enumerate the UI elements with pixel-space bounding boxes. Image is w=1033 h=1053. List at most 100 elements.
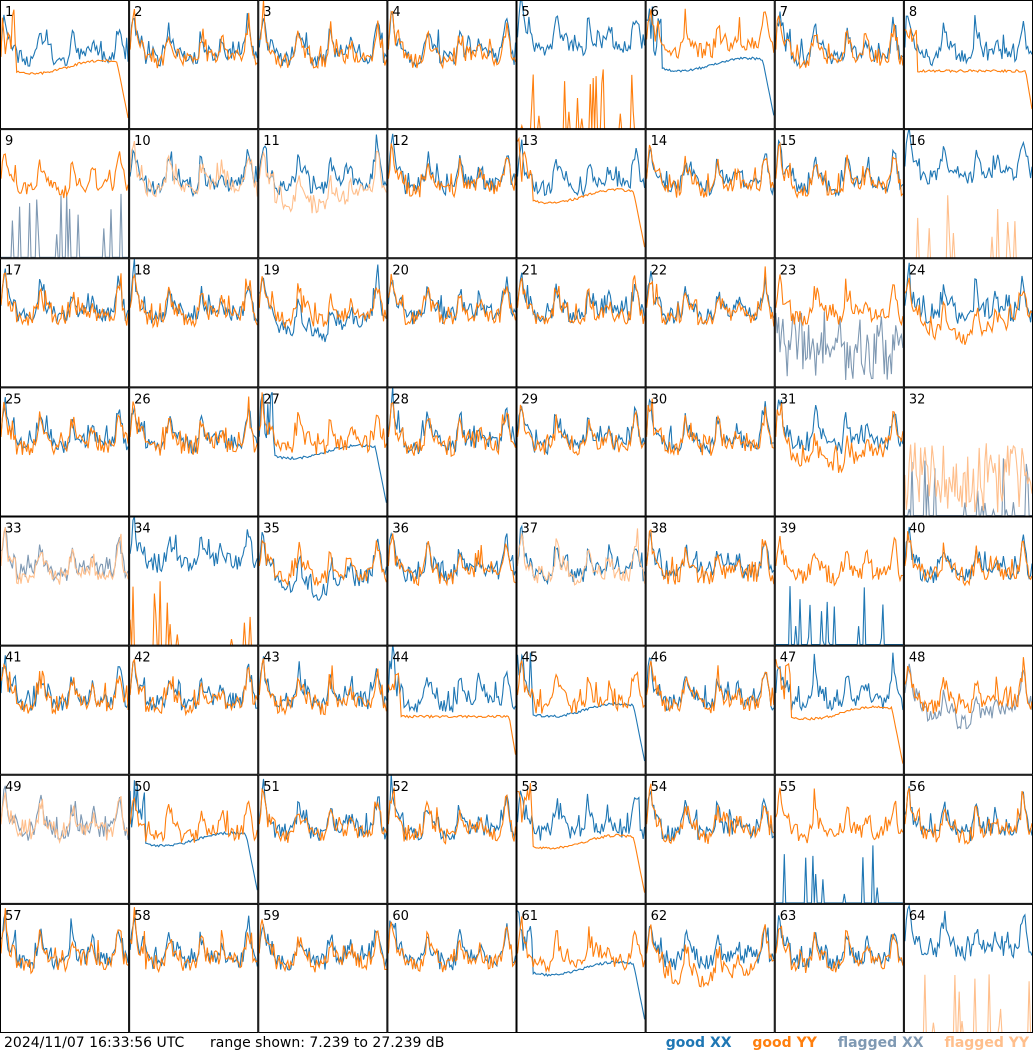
panel-16-label: 16	[909, 134, 926, 149]
panel-61-xx-series	[517, 910, 646, 1020]
panel-41-label: 41	[5, 651, 22, 666]
panel-52-xx-series	[387, 774, 517, 841]
panel-15: 15	[774, 129, 904, 259]
panel-34-xx-series	[129, 516, 258, 573]
panel-43-xx-series	[258, 656, 387, 712]
legend-good-yy: good YY	[752, 1035, 816, 1051]
panel-19: 19	[258, 258, 388, 388]
panel-37-border	[516, 516, 646, 646]
legend-flagged-xx: flagged XX	[838, 1035, 924, 1051]
panel-59-border	[258, 903, 388, 1033]
panel-15-yy-series	[775, 142, 904, 199]
panel-49: 49	[0, 774, 130, 904]
panel-13-yy-series	[517, 136, 646, 248]
panel-57-yy-series	[0, 908, 129, 975]
panel-14-label: 14	[651, 134, 668, 149]
panel-9-yy-series	[0, 151, 129, 199]
panel-58-label: 58	[134, 909, 151, 924]
panel-55-yy-series	[775, 787, 904, 844]
panel-3: 3	[258, 0, 388, 130]
panel-17-border	[0, 258, 130, 388]
panel-47-label: 47	[780, 651, 797, 666]
panel-51-border	[258, 774, 388, 904]
panel-35: 35	[258, 516, 388, 646]
legend-flagged-yy-status: flagged	[944, 1035, 1004, 1051]
panel-22: 22	[645, 258, 775, 388]
panel-46-xx-series	[646, 657, 775, 711]
panel-41: 41	[0, 645, 130, 775]
panel-21-label: 21	[522, 263, 539, 278]
panel-48-label: 48	[909, 651, 926, 666]
panel-23-xx-series	[775, 311, 904, 381]
panel-64: 64	[903, 903, 1033, 1033]
panel-28-border	[387, 387, 517, 517]
panel-20-border	[387, 258, 517, 388]
panel-10: 10	[129, 129, 259, 259]
panel-47: 47	[774, 645, 904, 775]
panel-7-border	[774, 0, 904, 130]
panel-38-label: 38	[651, 522, 668, 537]
panel-53-yy-series	[517, 783, 646, 893]
panel-49-xx-series	[0, 785, 129, 841]
panel-24-label: 24	[909, 263, 926, 278]
legend-good-xx: good XX	[666, 1035, 732, 1051]
panel-45-border	[516, 645, 646, 775]
panel-12: 12	[387, 129, 517, 259]
panel-1-xx-series	[0, 14, 129, 67]
panel-9-border	[0, 129, 130, 259]
panel-45: 45	[516, 645, 646, 775]
range-shown: range shown: 7.239 to 27.239 dB	[210, 1035, 445, 1051]
panel-39-border	[774, 516, 904, 646]
panel-60-border	[387, 903, 517, 1033]
panel-41-yy-series	[0, 663, 129, 715]
panel-62-xx-series	[646, 925, 775, 971]
panel-54-label: 54	[651, 780, 668, 795]
legend-flagged-xx-status: flagged	[837, 1035, 898, 1051]
panel-34-label: 34	[134, 522, 151, 537]
panel-57-label: 57	[5, 909, 22, 924]
panel-3-label: 3	[263, 5, 271, 20]
panel-6-border	[645, 0, 775, 130]
legend-good-xx-pol: XX	[709, 1035, 732, 1051]
panel-4-border	[387, 0, 517, 130]
panel-18: 18	[129, 258, 259, 388]
panel-11-xx-series	[258, 134, 387, 196]
panel-62: 62	[645, 903, 775, 1033]
panel-53-border	[516, 774, 646, 904]
panel-62-label: 62	[651, 909, 668, 924]
panel-18-yy-series	[129, 273, 258, 329]
panel-40-label: 40	[909, 522, 926, 537]
panel-36-label: 36	[392, 522, 409, 537]
panel-46: 46	[645, 645, 775, 775]
panel-44-yy-series	[387, 672, 517, 755]
panel-30-yy-series	[646, 398, 775, 456]
panel-14-border	[645, 129, 775, 259]
panel-21-xx-series	[516, 272, 646, 324]
panel-11: 11	[258, 129, 388, 259]
panel-13-xx-series	[516, 139, 646, 197]
panel-17-xx-series	[0, 268, 129, 324]
panel-33-border	[0, 516, 130, 646]
panel-23-yy-series	[775, 274, 904, 327]
panel-7: 7	[774, 0, 904, 130]
panel-41-border	[0, 645, 130, 775]
panel-54-xx-series	[646, 791, 775, 842]
panel-19-label: 19	[263, 263, 280, 278]
panel-39-xx-series	[775, 586, 903, 646]
panel-9-xx-series	[1, 193, 129, 258]
panel-44-label: 44	[392, 651, 409, 666]
panel-35-label: 35	[263, 522, 280, 537]
panel-55: 55	[774, 774, 904, 904]
panel-10-border	[129, 129, 259, 259]
panel-44-border	[387, 645, 517, 775]
panel-33-xx-series	[0, 527, 129, 582]
legend-flagged-yy: flagged YY	[944, 1035, 1029, 1051]
panel-62-border	[645, 903, 775, 1033]
panel-61-yy-series	[516, 916, 646, 974]
panel-6-xx-series	[646, 6, 775, 116]
panel-32-label: 32	[909, 392, 926, 407]
panel-53: 53	[516, 774, 646, 904]
panel-28: 28	[387, 387, 517, 517]
panel-6: 6	[645, 0, 775, 130]
panel-42-border	[129, 645, 259, 775]
